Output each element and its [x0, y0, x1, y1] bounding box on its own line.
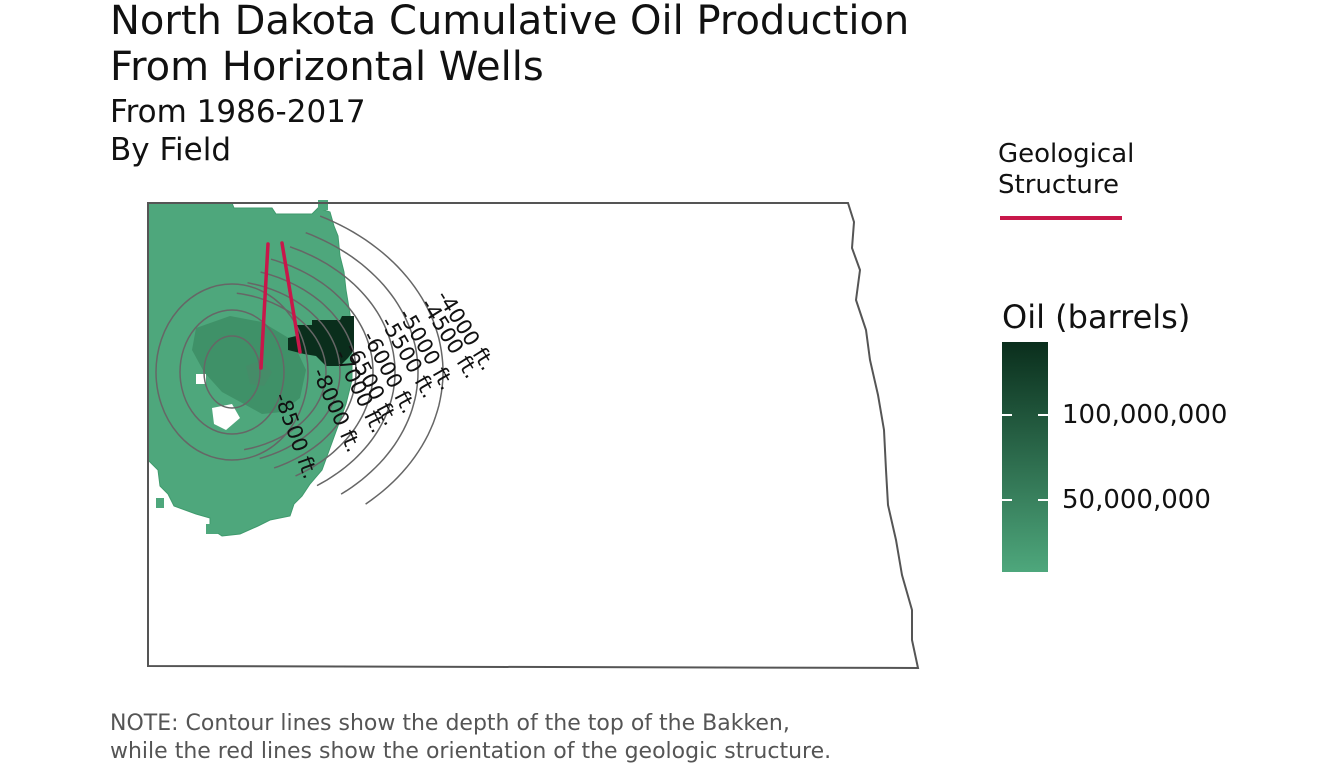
map-title-line-2: From Horizontal Wells	[110, 44, 544, 90]
structure-line-west	[259, 242, 270, 370]
contour-line	[270, 258, 374, 477]
colorbar-tick-left	[1002, 414, 1012, 416]
geologic-structure-lines	[259, 241, 302, 370]
contour-line	[247, 281, 341, 460]
oil-field-polygons	[147, 200, 354, 537]
contour-line	[319, 215, 444, 505]
oil-legend-title: Oil (barrels)	[1002, 298, 1191, 336]
state-outline	[147, 202, 920, 670]
caption-line-2: while the red lines show the orientation…	[110, 739, 832, 764]
colorbar-tick-right	[1038, 499, 1048, 501]
contour-line	[260, 271, 357, 469]
contour-line	[203, 335, 261, 409]
bakken-depth-contours	[155, 215, 444, 505]
colorbar-label-50m: 50,000,000	[1062, 485, 1211, 515]
oil-field-mid	[246, 360, 272, 386]
oil-field-gap	[212, 404, 240, 430]
map-title-line-1: North Dakota Cumulative Oil Production	[110, 0, 910, 44]
oil-field-detached	[206, 524, 218, 534]
structure-legend-title-line-1: Geological	[998, 139, 1135, 169]
contour-line	[305, 232, 419, 495]
map-subtitle-line-1: From 1986-2017	[110, 94, 366, 130]
oil-colorbar	[1002, 342, 1048, 572]
structure-legend-swatch	[1000, 216, 1122, 220]
colorbar-label-100m: 100,000,000	[1062, 400, 1228, 430]
structure-line-east	[280, 241, 302, 354]
map-subtitle-line-2: By Field	[110, 132, 232, 168]
oil-field-detached	[156, 498, 164, 508]
structure-legend-title-line-2: Structure	[998, 170, 1119, 200]
contour-line	[179, 309, 285, 435]
colorbar-tick-left	[1002, 499, 1012, 501]
contour-line	[155, 283, 309, 461]
colorbar-tick-right	[1038, 414, 1048, 416]
contour-line	[289, 246, 396, 487]
oil-field-detached	[318, 200, 328, 210]
caption-line-1: NOTE: Contour lines show the depth of th…	[110, 711, 790, 736]
